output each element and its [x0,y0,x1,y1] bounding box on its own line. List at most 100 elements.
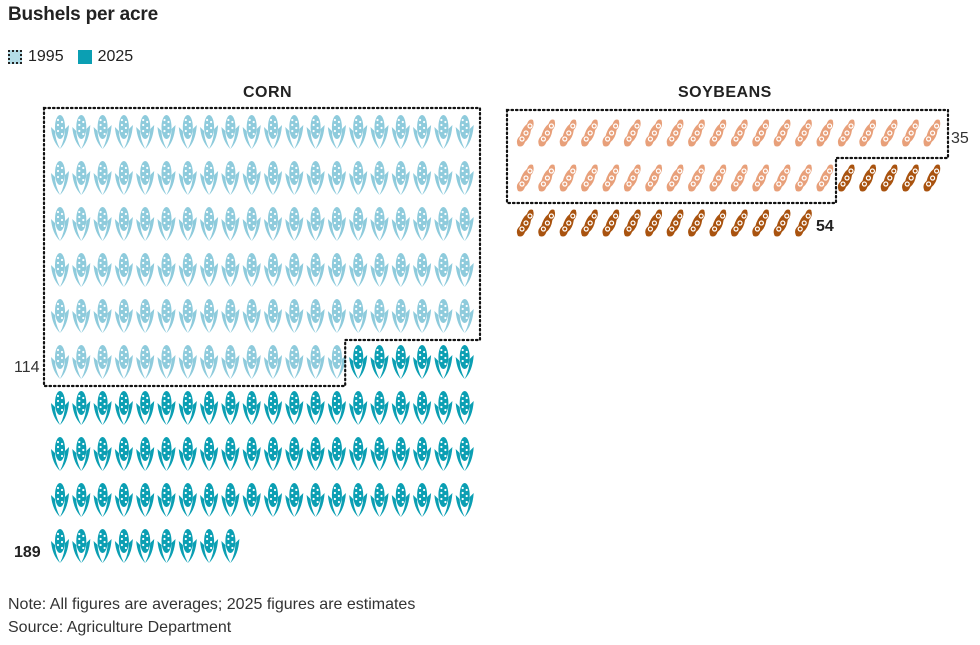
corn-icon [455,345,474,379]
corn-icon [136,345,155,379]
corn-icon [51,483,69,517]
corn-icon [51,161,69,195]
corn-icon [221,345,240,379]
corn-icon [72,207,91,241]
corn-icon [114,345,133,379]
corn-icon [413,345,432,379]
corn-icon [72,391,91,425]
corn-icon [242,483,261,517]
soybean-icon [666,164,684,192]
corn-icon [306,391,325,425]
corn-icon [157,207,176,241]
corn-icon [455,253,474,287]
corn-icon [221,529,240,563]
corn-icon [285,345,304,379]
corn-icon [455,115,474,149]
corn-icon [370,345,389,379]
corn-icon [264,345,282,379]
corn-icon [285,391,304,425]
soybean-icon [666,209,684,237]
corn-icon [434,207,453,241]
corn-icon [200,345,219,379]
corn-icon [136,483,155,517]
corn-icon [327,437,346,471]
corn-icon [72,529,91,563]
soybean-icon [709,119,727,147]
corn-icon [306,253,325,287]
corn-icon [391,161,410,195]
corn-icon [221,161,240,195]
corn-icon [114,161,133,195]
corn-icon [93,207,112,241]
soybean-icon [923,164,941,192]
corn-icon [370,483,389,517]
corn-icon [200,483,219,517]
soybean-icon [902,164,919,192]
soybean-icon [816,119,834,147]
corn-icon [114,299,133,333]
corn-icon [264,391,282,425]
corn-icon [114,115,133,149]
corn-icon [221,253,240,287]
corn-icon [72,299,91,333]
corn-icon [51,207,69,241]
corn-icon [200,391,219,425]
corn-icon [93,345,112,379]
corn-icon [242,345,261,379]
corn-icon [455,437,474,471]
corn-icon [391,345,410,379]
soybean-icon [623,164,641,192]
corn-icon [413,391,432,425]
corn-icon [157,253,176,287]
corn-icon [51,391,69,425]
corn-1995-outline [42,106,482,388]
corn-icon [370,161,389,195]
note-text: Note: All figures are averages; 2025 fig… [8,596,416,613]
corn-icon [72,115,91,149]
corn-icon [349,299,368,333]
corn-icon [349,483,368,517]
soybeans-panel-title: SOYBEANS [678,84,772,101]
corn-icon [136,391,155,425]
soybean-icon [730,209,748,237]
corn-icon [178,345,197,379]
corn-icon [200,253,219,287]
corn-icon [285,437,304,471]
corn-icon [370,437,389,471]
soybeans-1995-value-label: 35 [951,130,969,147]
corn-icon [434,299,453,333]
corn-icon [370,207,389,241]
corn-icon [285,299,304,333]
soybean-icon [645,209,663,237]
soybean-icon [752,209,770,237]
soybean-icon [730,164,748,192]
legend-swatch-1995 [8,50,22,64]
soybean-icon [623,119,641,147]
corn-icon [200,529,219,563]
corn-icon [413,161,432,195]
corn-icon [242,161,261,195]
corn-icon [221,483,240,517]
corn-icon [178,529,197,563]
corn-icon [157,437,176,471]
corn-icon [264,161,282,195]
corn-icon [370,115,389,149]
soybean-icon [516,119,534,147]
corn-icon [93,483,112,517]
corn-icon [200,437,219,471]
soybean-icon [816,164,834,192]
corn-icon [349,207,368,241]
soybean-icon [859,164,877,192]
corn-icon [391,253,410,287]
corn-icon [136,529,155,563]
corn-icon [114,207,133,241]
corn-icon [349,437,368,471]
soybean-icon [645,119,663,147]
corn-icon [327,115,346,149]
corn-icon [136,207,155,241]
corn-icon [349,161,368,195]
soybean-icon [859,119,877,147]
corn-icon [391,437,410,471]
corn-icon [434,437,453,471]
